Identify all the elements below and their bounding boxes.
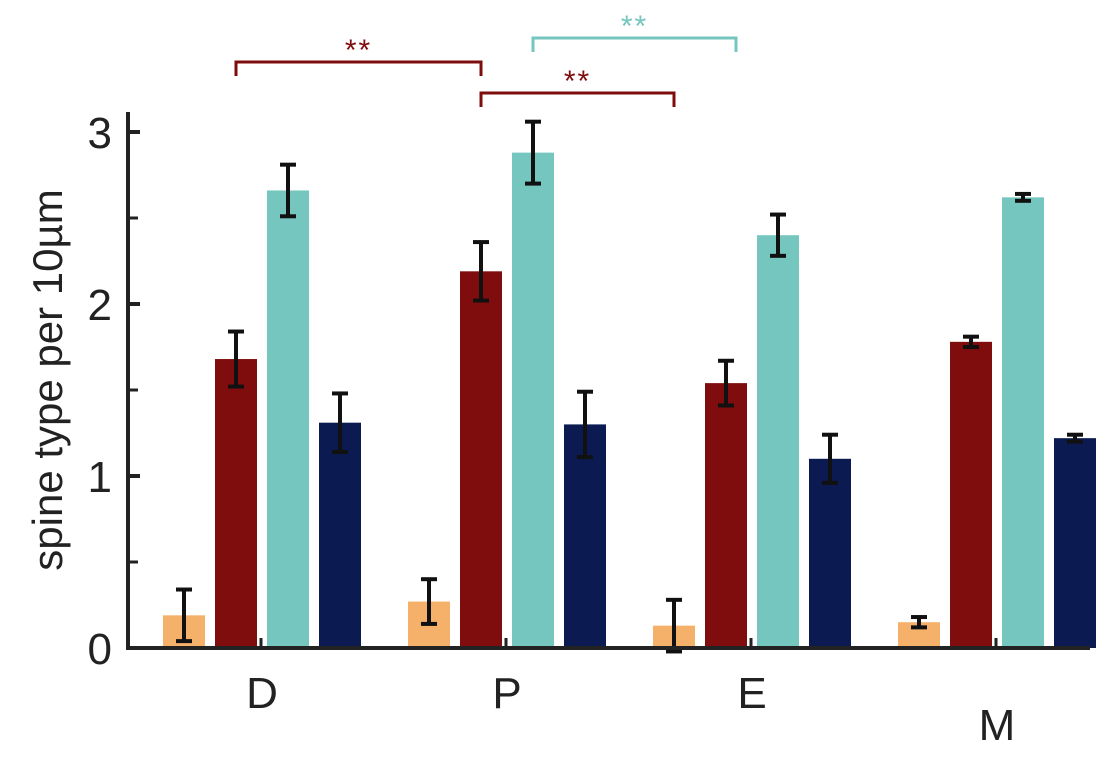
- bar-P-2: [460, 271, 502, 648]
- bars-layer: [163, 152, 1096, 649]
- significance-bracket-2: **: [479, 65, 676, 107]
- category-label-M: M: [979, 701, 1016, 750]
- category-label-P: P: [492, 669, 521, 718]
- bar-M-3: [1002, 197, 1044, 649]
- significance-label: **: [345, 34, 372, 67]
- bar-P-4: [564, 424, 606, 648]
- error-bar-P-3: [525, 119, 541, 186]
- significance-bracket-1: **: [234, 34, 483, 76]
- error-bar-P-2: [473, 240, 489, 303]
- significance-bracket-3: **: [531, 10, 738, 52]
- y-tick-label: 1: [88, 453, 112, 502]
- bar-P-3: [512, 152, 554, 648]
- error-bar-E-4: [822, 432, 838, 485]
- bar-D-3: [267, 190, 309, 649]
- error-bar-E-3: [770, 212, 786, 258]
- bar-D-2: [215, 359, 257, 648]
- bar-E-4: [809, 458, 851, 648]
- bar-M-4: [1054, 438, 1096, 648]
- y-ticks-layer: 0 1 2 3: [88, 109, 140, 674]
- category-label-E: E: [737, 669, 766, 718]
- bar-M-2: [950, 341, 992, 648]
- error-bar-M-2: [963, 334, 979, 349]
- category-label-D: D: [246, 669, 278, 718]
- significance-label: **: [621, 10, 648, 43]
- bracket-line: [234, 60, 483, 76]
- bar-E-3: [757, 235, 799, 648]
- bar-D-4: [319, 422, 361, 648]
- error-bar-M-4: [1067, 432, 1083, 444]
- errorbars-layer: [176, 119, 1083, 654]
- error-bar-P-1: [421, 577, 437, 626]
- error-bar-D-1: [176, 587, 192, 644]
- y-tick-label: 2: [88, 281, 112, 330]
- y-tick-label: 0: [88, 625, 112, 674]
- error-bar-E-1: [666, 597, 682, 654]
- bracket-line: [531, 36, 738, 52]
- error-bar-D-3: [280, 162, 296, 219]
- error-bar-M-3: [1015, 191, 1031, 203]
- x-labels-layer: D P EM: [246, 638, 1015, 750]
- error-bar-D-4: [332, 391, 348, 454]
- bar-E-2: [705, 383, 747, 648]
- bracket-line: [479, 91, 676, 107]
- annotations-layer: ** ** **: [234, 10, 738, 107]
- y-tick-label: 3: [88, 109, 112, 158]
- error-bar-D-2: [228, 329, 244, 389]
- axes-layer: [126, 112, 1090, 650]
- error-bar-P-4: [577, 389, 593, 460]
- error-bar-E-2: [718, 358, 734, 408]
- significance-label: **: [564, 65, 591, 98]
- y-axis-title: spine type per 10µm: [24, 189, 71, 570]
- error-bar-M-1: [911, 615, 927, 630]
